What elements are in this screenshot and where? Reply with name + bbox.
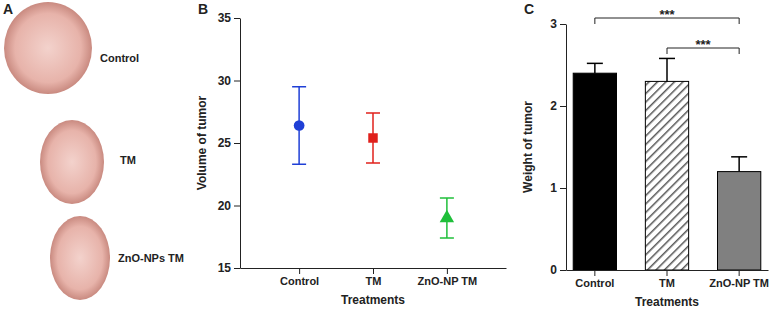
tick: TM [366, 268, 382, 287]
chart-panel: 15 20 25 30 35 Control TM ZnO-NP TM B Treatments V… [195, 1, 507, 307]
x-axis: Control TM ZnO-NP TM [241, 268, 507, 287]
bar [573, 73, 616, 270]
tick-mark [299, 268, 300, 274]
tick-label: 35 [218, 11, 232, 25]
tick-mark [739, 270, 740, 276]
tick: 0 [550, 263, 566, 277]
x-axis-title: Treatments [341, 293, 405, 307]
chart-panel: 0 1 2 3 Control TM ZnO-NP TM C Treatments Weight … [521, 1, 769, 309]
photo-label: ZnO-NPs TM [118, 252, 184, 264]
tick: ZnO-NP TM [418, 268, 478, 287]
tick: 3 [550, 17, 566, 31]
y-axis-title: Volume of tumor [195, 95, 209, 190]
tick: 20 [218, 199, 240, 213]
tick-label: 3 [550, 17, 557, 31]
tick-label: 1 [550, 181, 557, 195]
y-axis: 15 20 25 30 35 [218, 11, 241, 275]
annotation: *** [659, 7, 675, 22]
tick-mark [234, 268, 240, 269]
tick: TM [659, 270, 675, 289]
point [368, 133, 377, 142]
point [294, 120, 305, 131]
plot-area [573, 58, 761, 270]
tick: 30 [218, 74, 240, 88]
tick: 15 [218, 261, 240, 275]
x-axis: Control TM ZnO-NP TM [567, 270, 769, 289]
tick-mark [234, 206, 240, 207]
tick: Control [280, 268, 319, 287]
tick-label: TM [659, 277, 675, 289]
annotation: *** [695, 37, 711, 52]
point [440, 210, 454, 222]
tumor-photo [40, 120, 104, 204]
tick-label: 30 [218, 74, 232, 88]
tick-mark [560, 188, 566, 189]
tick: 2 [550, 99, 566, 113]
error-bar [587, 63, 603, 73]
tick: ZnO-NP TM [709, 270, 769, 289]
photo-label: Control [100, 52, 139, 64]
tick-mark [234, 81, 240, 82]
tick-mark [447, 268, 448, 274]
tick-mark [667, 270, 668, 276]
error-bar [440, 198, 454, 238]
tick-label: Control [280, 275, 319, 287]
tick-mark [594, 270, 595, 276]
tick: 25 [218, 136, 240, 150]
tick-label: ZnO-NP TM [418, 275, 478, 287]
tick-label: ZnO-NP TM [709, 277, 769, 289]
x-axis-title: Treatments [635, 295, 699, 309]
tick-label: 20 [218, 199, 232, 213]
tick-label: Control [575, 277, 614, 289]
axis-line [566, 25, 567, 271]
tick-mark [234, 18, 240, 19]
tick-mark [234, 143, 240, 144]
y-axis-title: Weight of tumor [521, 101, 535, 193]
bar [645, 81, 688, 270]
tick: 1 [550, 181, 566, 195]
tick-label: 2 [550, 99, 557, 113]
panel-a: A Control TM ZnO-NPs TM [3, 1, 184, 300]
photo-label: TM [120, 154, 136, 166]
panel-label: A [3, 1, 13, 17]
tick-label: 15 [218, 261, 232, 275]
bar [718, 172, 761, 270]
error-bar [659, 58, 675, 81]
tick: 35 [218, 11, 240, 25]
tick-label: 25 [218, 136, 232, 150]
tick-mark [373, 268, 374, 274]
tick-mark [560, 106, 566, 107]
tick-mark [560, 270, 566, 271]
tick: Control [575, 270, 614, 289]
tumor-photo [50, 216, 110, 300]
error-bar [366, 113, 380, 163]
axis-line [240, 19, 241, 269]
tumor-photo [4, 2, 92, 94]
tick-mark [560, 24, 566, 25]
tick-label: 0 [550, 263, 557, 277]
error-bar [731, 157, 747, 172]
panel-label: B [198, 1, 208, 17]
tick-label: TM [366, 275, 382, 287]
y-axis: 0 1 2 3 [550, 17, 566, 277]
panel-label: C [524, 1, 534, 17]
plot-area [292, 87, 454, 238]
error-bar [292, 87, 306, 165]
